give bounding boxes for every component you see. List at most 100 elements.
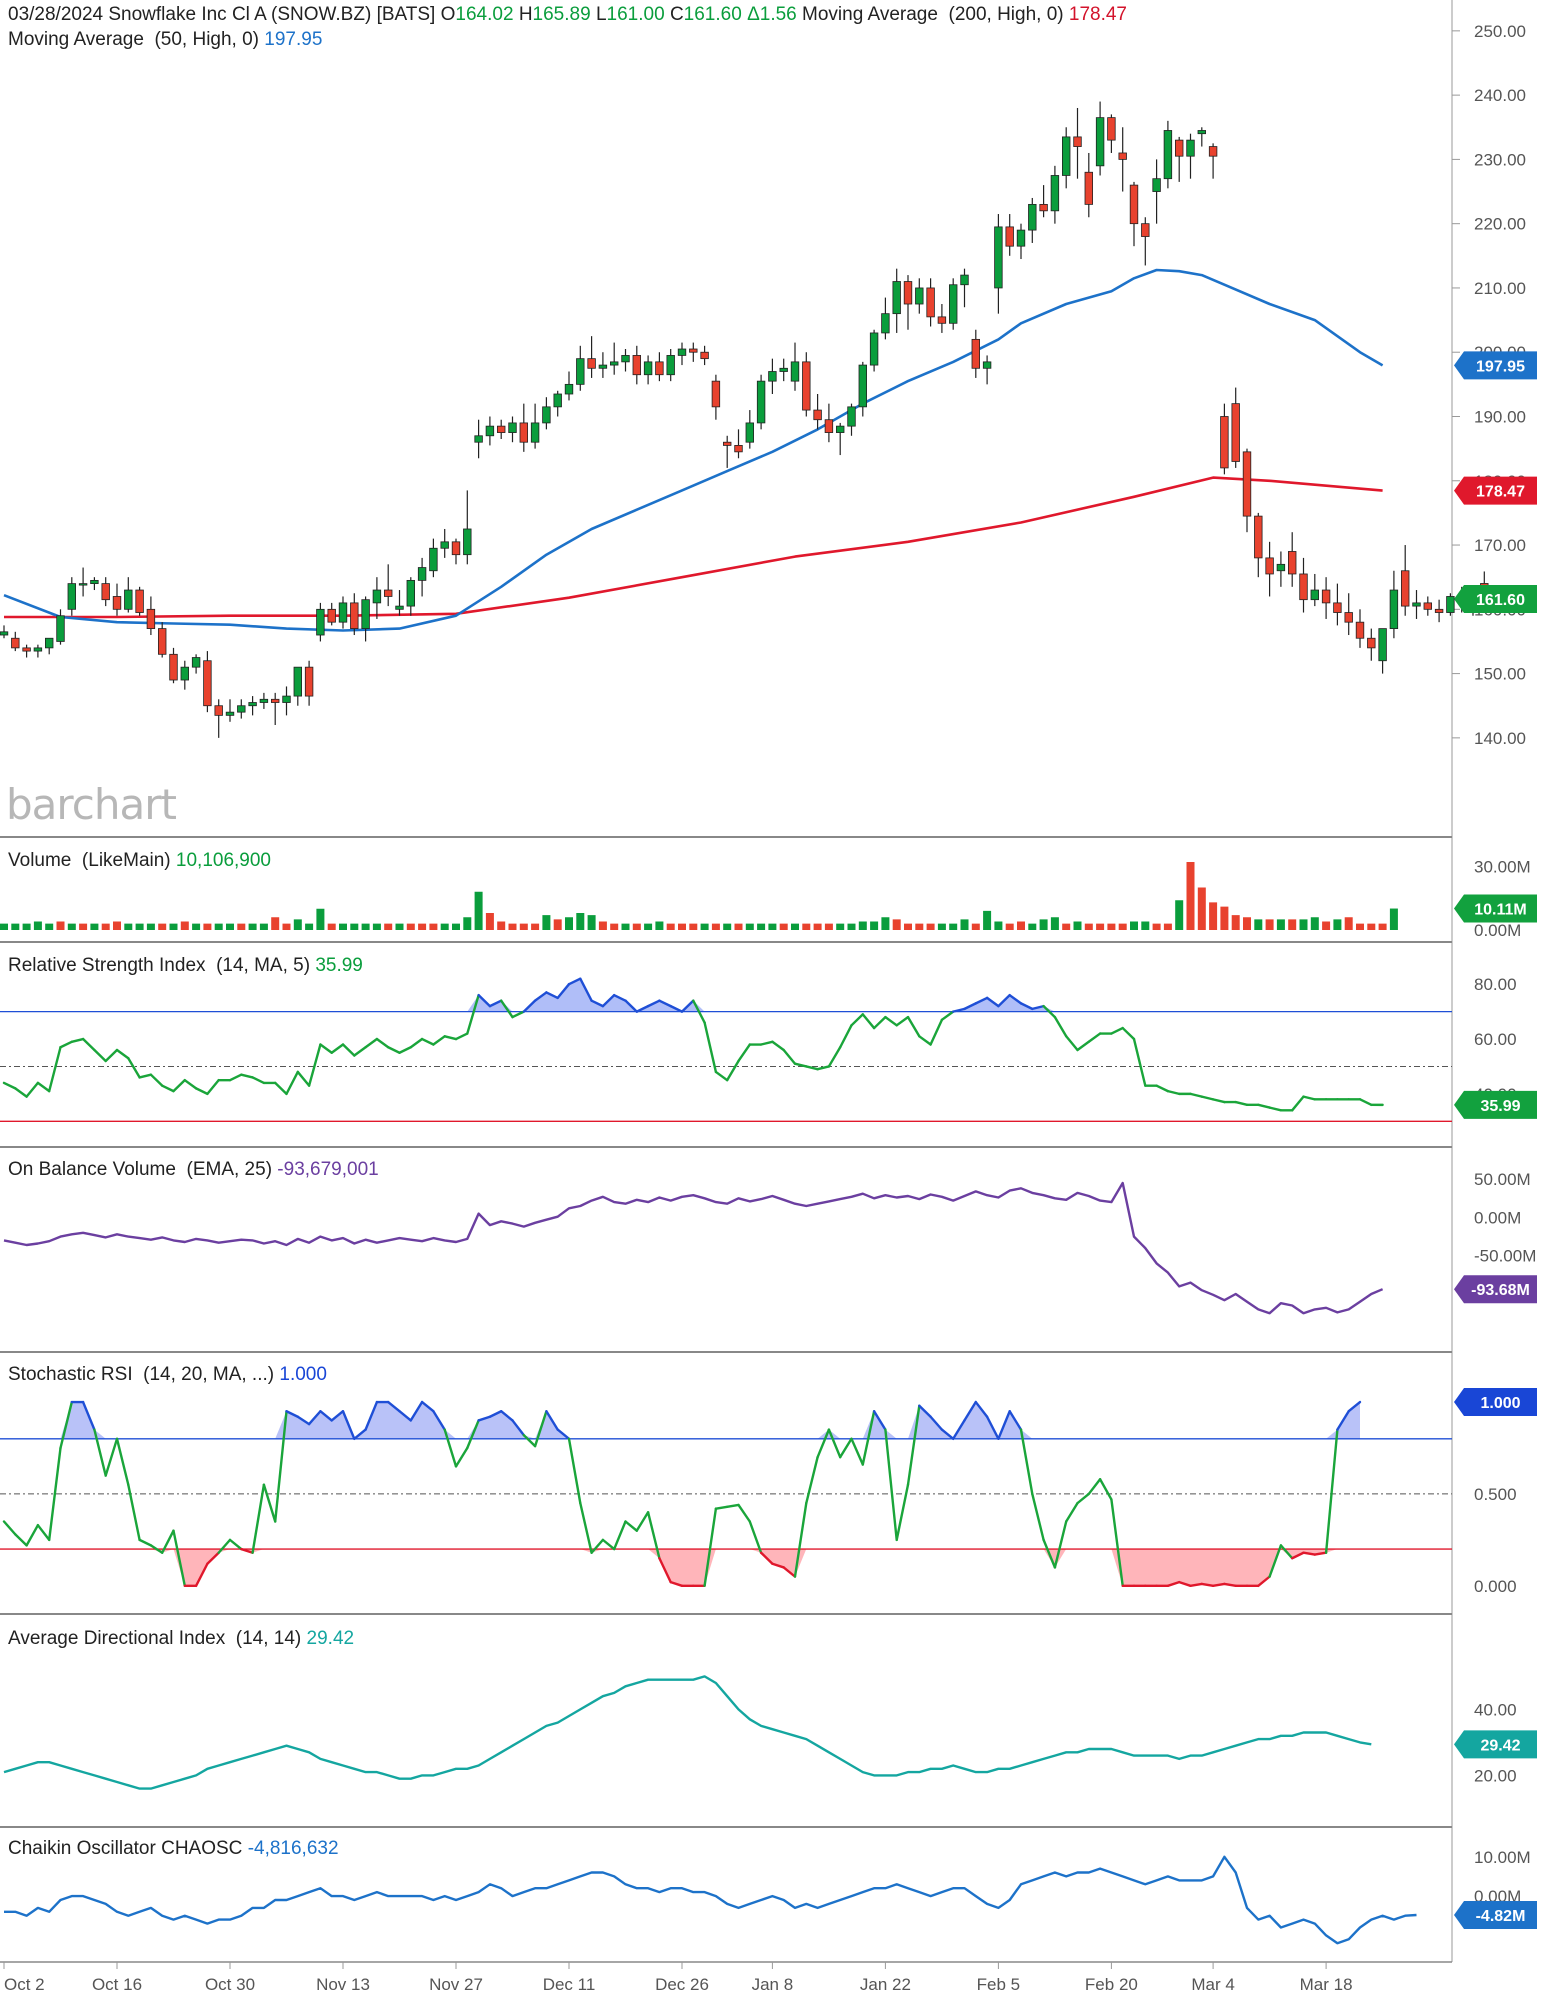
volume-bar	[22, 923, 31, 930]
rsi-line-segment	[556, 982, 571, 1000]
volume-bar	[1310, 917, 1319, 930]
stochrsi-line-segment	[353, 1428, 367, 1441]
volume-bar	[192, 923, 201, 930]
rsi-line-segment	[454, 1032, 469, 1041]
rsi-tick-label: 80.00	[1474, 975, 1517, 994]
price-tick-label: 230.00	[1474, 150, 1526, 169]
volume-bar	[960, 919, 969, 930]
stochrsi-line-segment	[884, 1428, 898, 1542]
stochrsi-line-segment	[443, 1428, 458, 1468]
candle-up	[259, 698, 269, 703]
candle-up	[1378, 628, 1387, 662]
chaikin-badge-bg	[1454, 1901, 1537, 1930]
stochrsi-line-segment	[567, 1437, 582, 1505]
rsi-line-segment	[771, 1040, 785, 1052]
rsi-line-segment	[104, 1048, 119, 1063]
volume-bar	[892, 919, 901, 930]
stochrsi-line-segment	[1177, 1580, 1192, 1588]
stochrsi-line-segment	[1279, 1544, 1294, 1560]
price-header: 03/28/2024 Snowflake Inc Cl A (SNOW.BZ) …	[8, 2, 1127, 27]
stochrsi-line-segment	[1064, 1501, 1079, 1523]
volume-bar	[113, 921, 121, 930]
volume-bar	[1231, 915, 1240, 930]
volume-bar	[678, 923, 686, 930]
rsi-line-segment	[827, 1046, 842, 1068]
price-tick-label: 210.00	[1474, 279, 1526, 298]
chaikin-label: Chaikin Oscillator CHAOSC	[8, 1838, 243, 1859]
candle-down	[1333, 602, 1342, 613]
candle-down	[1321, 589, 1331, 604]
volume-bar	[406, 923, 415, 930]
stochrsi-line-segment	[748, 1520, 763, 1554]
stochrsi-tick-label: 0.000	[1474, 1577, 1517, 1596]
stochrsi-line-segment	[816, 1428, 831, 1459]
rsi-line-segment	[680, 999, 695, 1013]
candle-up	[790, 361, 800, 382]
candle-down	[496, 425, 506, 433]
volume-bar	[214, 923, 223, 930]
stochrsi-badge-bg	[1454, 1388, 1537, 1417]
candle-down	[734, 445, 743, 453]
rsi-line-segment	[398, 1046, 412, 1054]
chaikin-value: -4,816,632	[247, 1838, 339, 1859]
rsi-line-segment	[1358, 1098, 1373, 1107]
candle-up	[530, 422, 540, 443]
volume-bar	[485, 913, 494, 930]
obv-tick-label: -50.00M	[1474, 1247, 1536, 1266]
volume-bar	[949, 923, 958, 930]
candle-up	[78, 583, 88, 586]
rsi-line-segment	[646, 999, 661, 1008]
volume-bar	[79, 923, 88, 930]
stochrsi-line-segment	[545, 1410, 559, 1431]
volume-bar	[610, 923, 619, 930]
barchart-logo: barchart	[6, 780, 177, 829]
volume-bar	[802, 923, 811, 930]
rsi-line-segment	[488, 999, 503, 1008]
volume-bar	[1175, 900, 1184, 930]
volume-bar	[305, 923, 314, 930]
candle-down	[587, 358, 596, 369]
volume-bar	[847, 923, 856, 930]
stochrsi-line-segment	[1211, 1582, 1226, 1588]
rsi-line-segment	[14, 1087, 28, 1098]
stochrsi-line-segment	[454, 1446, 469, 1468]
stochrsi-line-segment	[14, 1533, 28, 1547]
rsi-line-segment	[929, 1018, 944, 1046]
candle-down	[1288, 551, 1297, 575]
stochrsi-line-segment	[1087, 1478, 1102, 1496]
adx-header: Average Directional Index (14, 14) 29.42	[8, 1626, 354, 1651]
obv-header: On Balance Volume (EMA, 25) -93,679,001	[8, 1157, 379, 1182]
rsi-line-segment	[703, 1021, 718, 1074]
candle-down	[1265, 557, 1274, 575]
stochrsi-line-segment	[974, 1400, 989, 1418]
stochrsi-line-segment	[703, 1507, 718, 1588]
rsi-line-segment	[160, 1084, 175, 1093]
volume-bar	[576, 913, 585, 930]
volume-bar	[203, 923, 212, 930]
candle-up	[994, 226, 1003, 289]
candle-up	[643, 361, 653, 376]
volume-bar	[1028, 923, 1037, 930]
candle-down	[632, 355, 641, 376]
rsi-value: 35.99	[315, 955, 363, 976]
candle-up	[361, 599, 370, 629]
stochrsi-line-segment	[206, 1551, 220, 1565]
stochrsi-value: 1.000	[279, 1364, 327, 1385]
candle-down	[937, 316, 947, 324]
candle-down	[112, 596, 122, 610]
stochrsi-line-segment	[737, 1503, 751, 1523]
rsi-header: Relative Strength Index (14, MA, 5) 35.9…	[8, 953, 363, 978]
stochrsi-line-segment	[387, 1400, 401, 1413]
volume-bar	[67, 923, 76, 930]
volume-bar	[226, 923, 234, 930]
volume-bar	[135, 923, 144, 930]
rsi-line-segment	[872, 1015, 887, 1030]
x-tick-label: Dec 11	[543, 1975, 596, 1994]
rsi-line-segment	[36, 1081, 51, 1093]
stochrsi-line-segment	[1053, 1520, 1068, 1569]
volume-bar	[418, 923, 427, 930]
ma200-badge-bg	[1454, 476, 1537, 505]
volume-bar	[666, 923, 675, 930]
stochrsi-line-segment	[613, 1520, 627, 1551]
rsi-line-segment	[963, 1002, 977, 1011]
